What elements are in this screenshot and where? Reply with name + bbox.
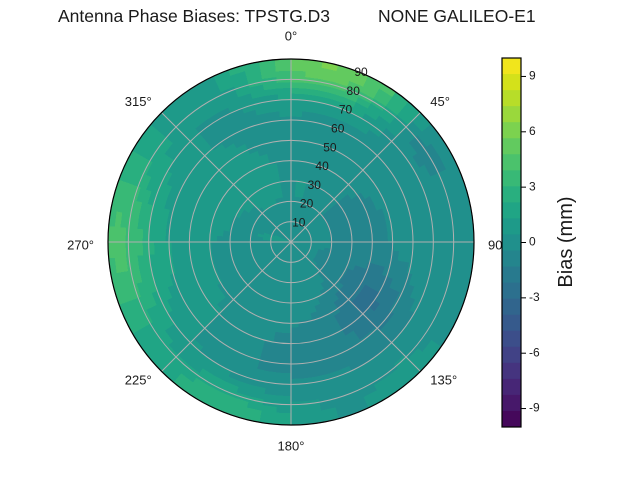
svg-text:6: 6 [529,124,536,138]
svg-text:180°: 180° [278,438,305,453]
svg-text:135°: 135° [430,373,457,388]
svg-text:-6: -6 [529,345,540,359]
svg-text:60: 60 [331,121,345,135]
svg-text:90: 90 [354,65,368,79]
svg-text:80: 80 [347,84,361,98]
svg-text:Bias (mm): Bias (mm) [555,196,577,287]
svg-text:3: 3 [529,179,536,193]
svg-text:225°: 225° [125,373,152,388]
svg-text:40: 40 [315,159,329,173]
svg-text:315°: 315° [125,94,152,109]
svg-text:270°: 270° [67,237,94,252]
svg-text:0°: 0° [285,28,297,43]
svg-text:-3: -3 [529,290,540,304]
svg-text:10: 10 [292,215,306,229]
svg-text:70: 70 [339,103,353,117]
svg-text:30: 30 [308,178,322,192]
svg-text:9: 9 [529,69,536,83]
svg-text:0: 0 [529,235,536,249]
svg-text:45°: 45° [430,94,450,109]
svg-text:50: 50 [323,140,337,154]
svg-text:-9: -9 [529,401,540,415]
svg-text:20: 20 [300,197,314,211]
